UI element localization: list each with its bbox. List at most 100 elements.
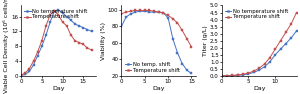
No temp. shift: [129, 13, 133, 14]
No temperature shift: [90, 31, 93, 32]
Temperature shift: [268, 57, 272, 58]
Temperature shift: [23, 72, 27, 74]
Temperature shift: [32, 61, 35, 62]
No temp. shift: [157, 12, 160, 13]
Temperature shift: [129, 11, 133, 12]
Temperature shift: [152, 11, 156, 12]
Temperature shift: [279, 40, 282, 41]
Legend: No temperature shift, Temperature shift: No temperature shift, Temperature shift: [24, 8, 88, 20]
No temp. shift: [152, 12, 156, 13]
Line: No temperature shift: No temperature shift: [221, 30, 298, 77]
No temp. shift: [143, 11, 147, 12]
Temperature shift: [295, 12, 298, 13]
No temperature shift: [28, 71, 31, 72]
No temperature shift: [61, 12, 64, 13]
Temperature shift: [44, 25, 48, 26]
No temperature shift: [279, 49, 282, 50]
Temperature shift: [143, 10, 147, 11]
Line: No temp. shift: No temp. shift: [120, 10, 193, 75]
Temperature shift: [241, 74, 245, 75]
Legend: No temperature shift, Temperature shift: No temperature shift, Temperature shift: [224, 8, 289, 20]
Temperature shift: [252, 70, 256, 72]
No temperature shift: [52, 10, 56, 12]
Temperature shift: [231, 75, 234, 76]
No temperature shift: [36, 55, 40, 56]
No temp. shift: [148, 12, 151, 13]
Temperature shift: [236, 74, 240, 75]
No temperature shift: [23, 74, 27, 75]
No temp. shift: [171, 38, 175, 39]
Temperature shift: [40, 40, 44, 41]
No temperature shift: [241, 74, 245, 75]
No temp. shift: [120, 26, 123, 27]
Temperature shift: [247, 73, 250, 74]
No temperature shift: [257, 69, 261, 71]
Line: Temperature shift: Temperature shift: [221, 11, 298, 77]
No temp. shift: [180, 63, 184, 64]
Temperature shift: [148, 10, 151, 11]
No temperature shift: [57, 9, 60, 11]
Temperature shift: [82, 44, 85, 45]
No temperature shift: [73, 24, 77, 25]
X-axis label: Day: Day: [152, 86, 165, 91]
No temperature shift: [263, 66, 266, 67]
Temperature shift: [290, 23, 293, 24]
No temp. shift: [176, 52, 179, 53]
No temperature shift: [220, 75, 224, 77]
Temperature shift: [225, 75, 229, 76]
Line: Temperature shift: Temperature shift: [20, 10, 93, 76]
Temperature shift: [284, 32, 288, 33]
Temperature shift: [162, 12, 165, 14]
Temperature shift: [257, 68, 261, 69]
Temperature shift: [52, 10, 56, 12]
Temperature shift: [28, 68, 31, 69]
Temperature shift: [185, 38, 189, 39]
No temperature shift: [252, 72, 256, 73]
Temperature shift: [90, 49, 93, 51]
No temp. shift: [190, 73, 193, 74]
No temperature shift: [225, 75, 229, 76]
No temperature shift: [284, 43, 288, 44]
No temp. shift: [185, 70, 189, 71]
Y-axis label: Viable Cell Density (10⁶ cells/mL): Viable Cell Density (10⁶ cells/mL): [4, 0, 10, 93]
No temperature shift: [290, 37, 293, 38]
No temp. shift: [124, 17, 128, 18]
X-axis label: Day: Day: [253, 86, 266, 91]
Temperature shift: [134, 10, 137, 11]
Temperature shift: [138, 10, 142, 11]
Temperature shift: [220, 75, 224, 77]
Temperature shift: [120, 13, 123, 14]
Temperature shift: [61, 22, 64, 23]
No temperature shift: [295, 30, 298, 31]
No temperature shift: [236, 75, 240, 76]
No temperature shift: [82, 27, 85, 28]
No temperature shift: [44, 35, 48, 36]
Temperature shift: [263, 63, 266, 64]
No temp. shift: [166, 17, 170, 19]
Temperature shift: [86, 48, 89, 49]
No temperature shift: [32, 64, 35, 65]
No temp. shift: [162, 12, 165, 14]
Temperature shift: [166, 15, 170, 16]
Temperature shift: [65, 25, 68, 26]
No temp. shift: [134, 12, 137, 13]
No temperature shift: [77, 25, 81, 26]
No temperature shift: [69, 20, 73, 21]
Temperature shift: [157, 12, 160, 13]
No temperature shift: [268, 61, 272, 62]
No temperature shift: [273, 54, 277, 55]
Temperature shift: [180, 30, 184, 31]
No temperature shift: [65, 16, 68, 17]
Temperature shift: [171, 18, 175, 19]
X-axis label: Day: Day: [52, 86, 65, 91]
No temp. shift: [138, 11, 142, 12]
Temperature shift: [273, 49, 277, 50]
Temperature shift: [176, 22, 179, 23]
No temperature shift: [247, 73, 250, 74]
No temperature shift: [19, 75, 23, 76]
Temperature shift: [57, 14, 60, 15]
No temperature shift: [40, 46, 44, 47]
No temperature shift: [86, 29, 89, 30]
No temperature shift: [231, 75, 234, 76]
Y-axis label: Viability (%): Viability (%): [101, 22, 106, 60]
